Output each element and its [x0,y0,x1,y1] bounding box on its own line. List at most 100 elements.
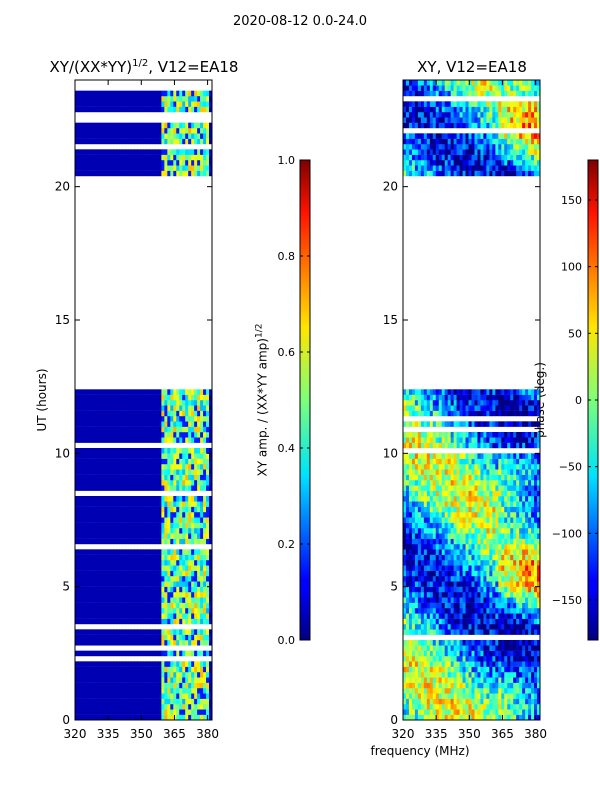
heatmap-cell [128,528,132,534]
heatmap-cell [80,400,85,406]
heatmap-cell [161,96,165,102]
heatmap-cell [176,650,180,657]
heatmap-cell [429,672,434,678]
heatmap-cell [468,602,472,609]
heatmap-cell [200,634,204,641]
heatmap-cell [411,666,416,673]
heatmap-cell [179,149,183,155]
heatmap-cell [110,90,115,97]
heatmap-cell [176,517,180,523]
heatmap-cell [507,586,511,593]
heatmap-cell [158,709,162,715]
heatmap-cell [185,528,189,534]
heatmap-cell [182,608,186,614]
heatmap-cell [173,149,177,155]
heatmap-cell [420,517,425,523]
heatmap-cell [522,629,526,635]
heatmap-cell [77,474,82,481]
heatmap-cell [161,389,165,395]
heatmap-cell [137,474,141,481]
heatmap-cell [209,688,212,694]
heatmap-cell [483,714,487,720]
heatmap-cell [155,634,159,641]
heatmap-cell [80,672,85,678]
heatmap-cell [77,154,82,161]
heatmap-cell [113,586,118,593]
heatmap-cell [75,101,79,107]
heatmap-cell [77,650,82,657]
heatmap-cell [462,688,466,694]
heatmap-cell [155,128,159,134]
heatmap-cell [408,682,413,689]
heatmap-cell [128,405,132,411]
heatmap-cell [188,496,192,502]
heatmap-cell [98,154,103,161]
heatmap-cell [405,565,410,571]
heatmap-cell [98,682,103,689]
heatmap-cell [173,533,177,539]
heatmap-cell [125,469,130,475]
heatmap-cell [200,160,204,166]
heatmap-cell [131,416,135,422]
heatmap-cell [191,586,195,593]
heatmap-cell [83,666,88,673]
heatmap-cell [495,560,499,566]
heatmap-cell [86,90,91,97]
heatmap-cell [403,528,407,534]
heatmap-cell [191,677,195,683]
heatmap-cell [435,517,440,523]
heatmap-cell [444,629,449,635]
heatmap-cell [170,704,174,710]
heatmap-cell [155,458,159,465]
heatmap-cell [194,448,198,454]
heatmap-cell [75,597,79,603]
heatmap-cell [447,640,452,646]
heatmap-cell [155,533,159,539]
heatmap-cell [486,506,490,513]
heatmap-cell [203,522,207,529]
heatmap-cell [462,698,466,705]
heatmap-cell [537,682,540,689]
heatmap-cell [101,698,106,705]
heatmap-cell [405,506,410,513]
heatmap-cell [77,576,82,582]
heatmap-cell [122,394,127,401]
heatmap-cell [501,656,505,662]
heatmap-cell [498,608,502,614]
heatmap-cell [483,581,487,587]
heatmap-cell [92,714,97,720]
heatmap-cell [143,512,147,518]
heatmap-cell [95,496,100,502]
heatmap-cell [179,128,183,134]
heatmap-cell [403,608,407,614]
heatmap-cell [176,570,180,577]
heatmap-cell [203,682,207,689]
heatmap-cell [116,576,121,582]
heatmap-cell [408,528,413,534]
heatmap-cell [80,629,85,635]
heatmap-cell [107,133,112,139]
heatmap-cell [113,533,118,539]
heatmap-cell [170,480,174,486]
heatmap-cell [140,122,144,129]
heatmap-cell [185,682,189,689]
heatmap-cell [495,581,499,587]
heatmap-cell [197,549,201,555]
heatmap-cell [83,448,88,454]
heatmap-cell [80,149,85,155]
heatmap-cell [86,608,91,614]
heatmap-cell [158,165,162,171]
heatmap-cell [161,512,165,518]
heatmap-cell [89,122,94,129]
heatmap-cell [504,533,508,539]
heatmap-cell [414,570,419,577]
heatmap-cell [456,624,460,630]
heatmap-cell [405,538,410,545]
heatmap-cell [113,496,118,502]
heatmap-cell [474,682,478,689]
heatmap-cell [182,165,186,171]
heatmap-cell [89,416,94,422]
heatmap-cell [194,149,198,155]
heatmap-cell [92,533,97,539]
heatmap-cell [83,698,88,705]
